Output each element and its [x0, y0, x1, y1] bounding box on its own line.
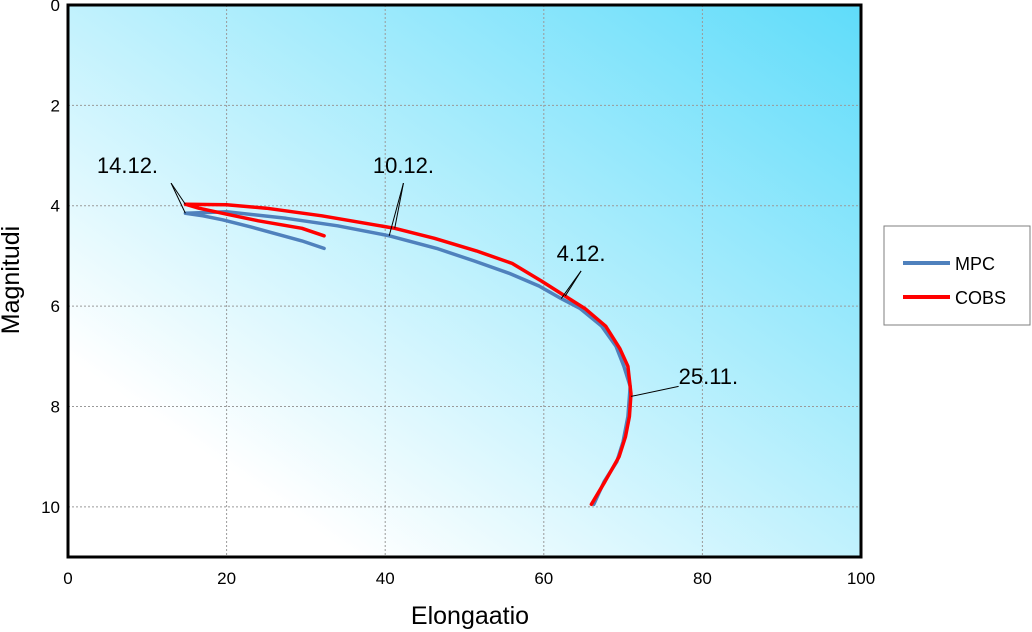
annotation-leader-line — [560, 270, 582, 299]
x-tick-label: 80 — [693, 569, 712, 588]
annotation-label: 14.12. — [97, 153, 158, 178]
annotation-leader-line — [388, 183, 404, 236]
x-tick-labels: 0 20 40 60 80 100 — [63, 569, 875, 588]
legend: MPC COBS — [883, 225, 1031, 326]
series-line-cobs — [183, 202, 633, 507]
y-tick-label: 10 — [41, 498, 60, 517]
legend-label-mpc: MPC — [955, 254, 995, 274]
series-layer — [183, 202, 633, 507]
x-tick-label: 100 — [847, 569, 875, 588]
x-axis-title: Elongaatio — [411, 602, 529, 630]
y-tick-label: 2 — [51, 96, 60, 115]
y-tick-label: 8 — [51, 397, 60, 416]
plot-frame — [66, 3, 863, 559]
y-tick-label: 6 — [51, 297, 60, 316]
x-tick-label: 20 — [217, 569, 236, 588]
x-tick-label: 40 — [376, 569, 395, 588]
annotation-label: 25.11. — [679, 364, 739, 389]
legend-label-cobs: COBS — [955, 288, 1006, 308]
annotation-leader-line — [170, 182, 186, 214]
annotation-leader-line — [170, 182, 186, 205]
legend-box — [883, 225, 1031, 326]
annotation-label: 10.12. — [373, 153, 434, 178]
y-tick-label: 4 — [51, 197, 60, 216]
x-tick-label: 60 — [534, 569, 553, 588]
y-tick-labels: 0 2 4 6 8 10 — [41, 0, 60, 517]
plot-background — [68, 5, 861, 557]
y-axis-title: Magnitudi — [0, 226, 25, 334]
annotation-leader-line — [630, 385, 679, 397]
x-tick-label: 0 — [63, 569, 72, 588]
annotation-leader-line — [394, 183, 404, 229]
annotation-label: 4.12. — [557, 241, 606, 266]
y-tick-label: 0 — [51, 0, 60, 15]
annotation-layer: 14.12. 10.12. 4.12. 25.11. — [97, 153, 739, 397]
